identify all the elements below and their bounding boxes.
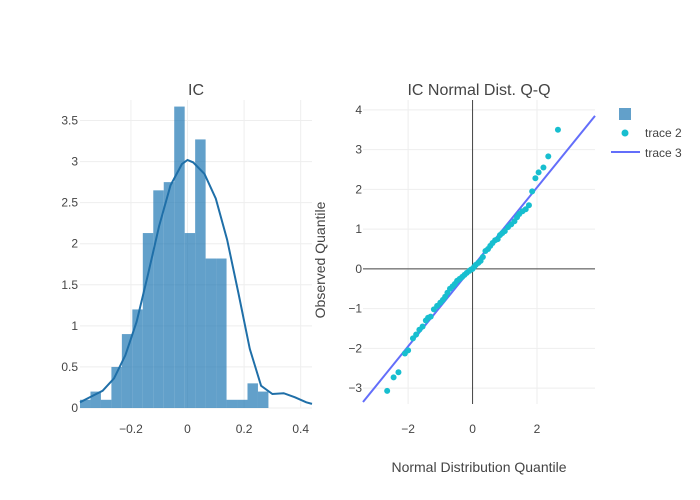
legend[interactable]: trace 2 trace 3 [611,108,682,160]
qq-point [413,331,420,338]
qq-zero-lines [363,100,595,404]
qq-points [384,126,561,394]
qq-point [525,202,532,209]
qq-y-axis-title: Observed Quantile [312,201,328,318]
histogram-y-tick-label: 1.5 [61,278,78,292]
qq-point [529,188,536,195]
qq-point [405,347,412,354]
histogram-bar [80,399,91,408]
histogram-bar [174,106,185,408]
qq-point [501,228,508,235]
qq-y-tick-label: 4 [355,103,362,117]
qq-point [532,175,539,182]
qq-title: IC Normal Dist. Q-Q [407,82,550,99]
qq-x-tick-label: −2 [401,422,415,436]
qq-point [419,323,426,330]
histogram-bar [163,182,175,408]
qq-y-ticks: −3 −2 −1 0 1 2 3 4 [348,103,362,395]
qq-point [540,164,547,171]
qq-point [522,206,529,213]
histogram-x-tick-label: 0.2 [236,422,253,436]
histogram-bar [195,139,206,408]
qq-point [384,387,391,394]
histogram-bar [142,233,154,408]
histogram-bar [132,309,143,408]
qq-x-tick-label: 0 [469,422,476,436]
qq-x-tick-label: 2 [534,422,541,436]
histogram-bar [237,399,248,408]
legend-swatch-square [619,108,631,120]
histogram-y-tick-label: 2 [71,237,78,251]
histogram-x-tick-label: 0 [184,422,191,436]
legend-swatch-dot [621,129,629,137]
legend-label-trace-2: trace 2 [645,126,682,140]
qq-x-axis-title: Normal Distribution Quantile [391,459,566,475]
histogram-bar [247,383,258,408]
histogram-title: IC [188,82,204,99]
qq-point [554,126,561,133]
qq-point [535,169,542,176]
histogram-y-tick-label: 1 [71,319,78,333]
histogram-bars [80,106,269,408]
histogram-bar [90,391,101,408]
qq-point [409,335,416,342]
qq-y-tick-label: 3 [355,143,362,157]
qq-y-tick-label: 1 [355,222,362,236]
histogram-y-tick-label: 3 [71,155,78,169]
histogram-y-tick-label: 3.5 [61,114,78,128]
histogram-bar [153,190,164,408]
histogram-y-ticks: 0 0.5 1 1.5 2 2.5 3 3.5 [61,114,78,415]
histogram-x-tick-label: −0.2 [119,422,143,436]
qq-point [545,153,552,160]
qq-point [479,253,486,260]
histogram-bar [111,366,122,408]
qq-point [427,313,434,320]
qq-y-tick-label: −1 [348,302,362,316]
qq-y-tick-label: 2 [355,182,362,196]
histogram-x-ticks: −0.2 0 0.2 0.4 [119,422,309,436]
histogram-bar [184,233,196,408]
qq-y-tick-label: −3 [348,381,362,395]
histogram-bar [226,399,238,408]
histogram-panel: −0.2 0 0.2 0.4 0 0.5 1 1.5 2 2.5 3 3.5 IC [61,82,313,436]
qq-point [390,374,397,381]
histogram-bar [257,391,269,408]
histogram-bar [121,334,133,408]
qq-y-tick-label: −2 [348,341,362,355]
kde-curve [79,158,313,405]
histogram-y-tick-label: 0 [71,401,78,415]
histogram-bar [205,258,217,408]
histogram-y-tick-label: 0.5 [61,360,78,374]
qq-y-tick-label: 0 [355,262,362,276]
histogram-bar [100,399,112,408]
qq-panel: −2 0 2 −3 −2 −1 0 1 2 3 4 IC Normal Dist. Q-Q Nor… [312,82,596,475]
qq-x-ticks: −2 0 2 [401,422,540,436]
qq-point [395,369,402,376]
histogram-x-tick-label: 0.4 [292,422,309,436]
histogram-y-tick-label: 2.5 [61,196,78,210]
histogram-bar [216,258,227,408]
legend-label-trace-3: trace 3 [645,146,682,160]
